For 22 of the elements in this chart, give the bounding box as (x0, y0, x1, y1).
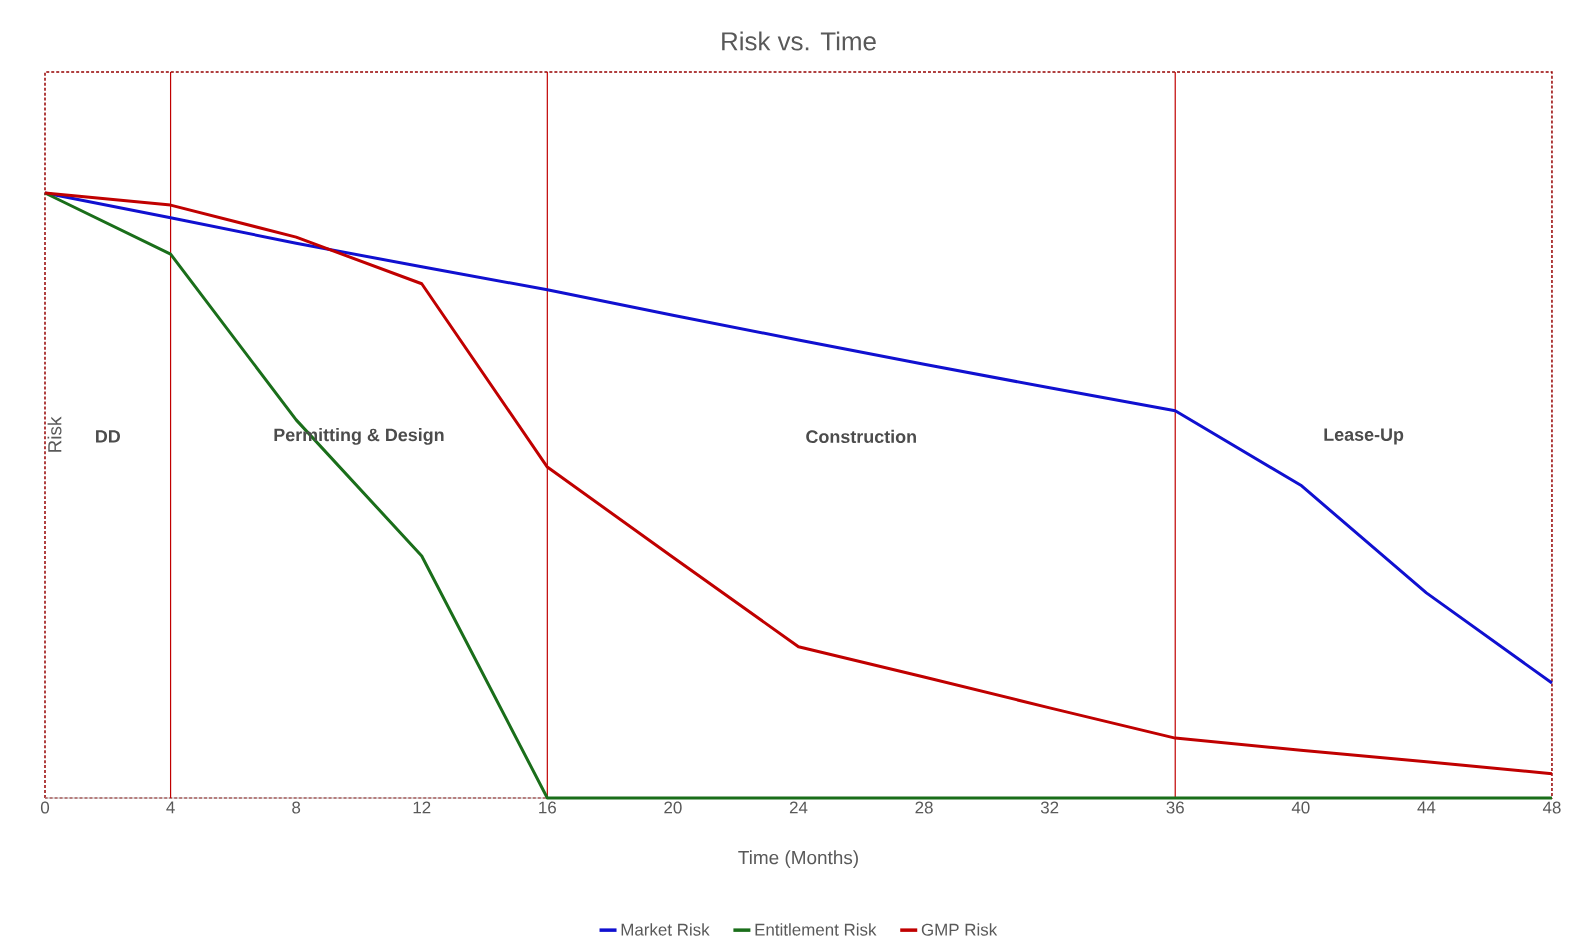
legend-label: Entitlement Risk (755, 923, 877, 936)
y-axis-title: Risk (47, 416, 62, 452)
x-tick-label: 32 (1040, 801, 1059, 814)
x-tick-label: 20 (664, 801, 682, 814)
x-axis-title: Time (Months) (738, 850, 858, 868)
x-tick-label: 40 (1291, 801, 1310, 814)
chart-title: Risk vs. Time (722, 31, 876, 51)
legend-label: Market Risk (621, 923, 710, 936)
x-tick-label: 36 (1166, 801, 1184, 814)
annotation: Lease-Up (1324, 428, 1404, 445)
x-tick-label: 44 (1417, 801, 1436, 814)
annotation: Construction (806, 429, 916, 444)
x-tick-label: 4 (166, 801, 175, 814)
x-tick-label: 12 (413, 801, 431, 814)
x-tick-label: 8 (292, 801, 301, 814)
x-tick-label: 0 (40, 801, 50, 814)
x-tick-label: 24 (789, 801, 808, 814)
legend-label: GMP Risk (921, 923, 998, 936)
x-tick-label: 48 (1542, 801, 1561, 814)
x-tick-label: 28 (915, 801, 933, 814)
annotation: DD (96, 430, 120, 443)
x-tick-label: 16 (539, 801, 556, 814)
